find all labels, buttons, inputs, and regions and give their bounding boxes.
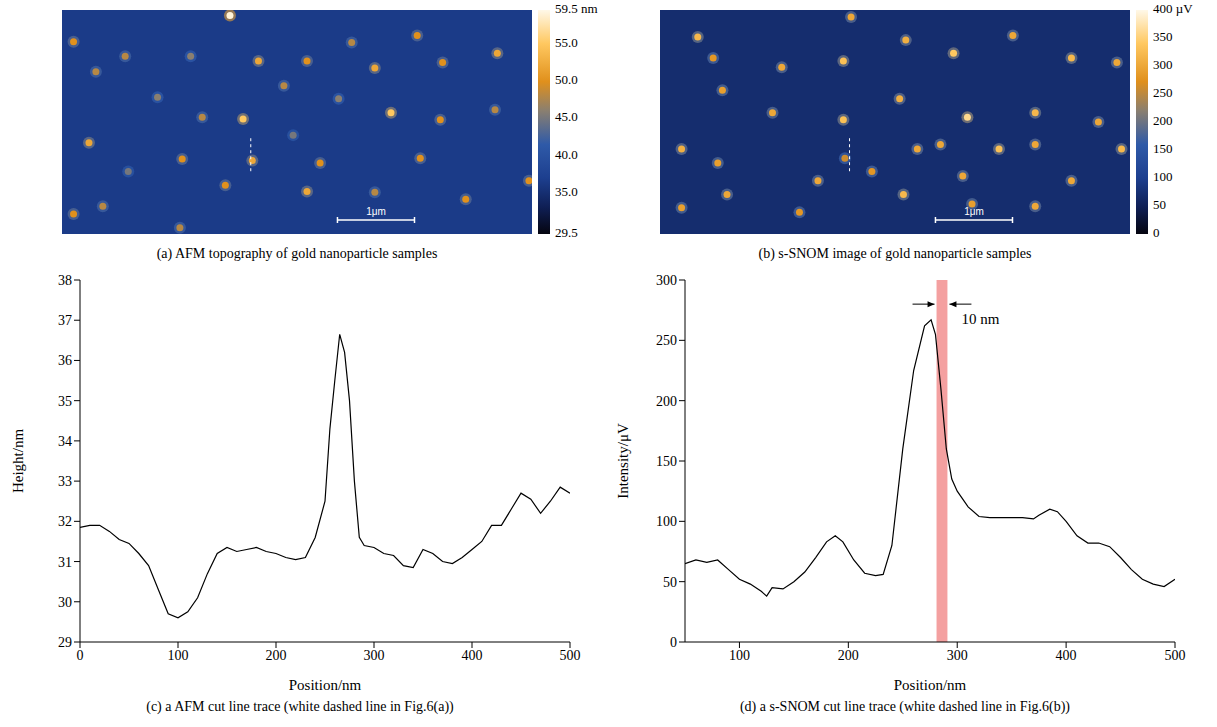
svg-text:40.0: 40.0 [555,147,578,162]
svg-text:(a) AFM topography of gold nan: (a) AFM topography of gold nanoparticle … [157,246,438,262]
svg-text:35: 35 [58,394,72,409]
svg-text:29: 29 [58,635,72,650]
svg-text:500: 500 [560,648,581,663]
svg-text:32: 32 [58,514,72,529]
svg-text:200: 200 [1153,113,1173,128]
svg-text:200: 200 [656,394,677,409]
svg-text:250: 250 [1153,85,1173,100]
svg-text:55.0: 55.0 [555,35,578,50]
svg-text:33: 33 [58,474,72,489]
svg-text:Intensity/μV: Intensity/μV [615,423,631,499]
svg-text:200: 200 [266,648,287,663]
svg-text:50.0: 50.0 [555,72,578,87]
svg-text:Position/nm: Position/nm [894,677,967,693]
svg-text:1μm: 1μm [964,206,984,217]
svg-text:45.0: 45.0 [555,109,578,124]
svg-text:350: 350 [1153,29,1173,44]
svg-text:300: 300 [656,273,677,288]
svg-text:300: 300 [947,648,968,663]
svg-text:34: 34 [58,434,72,449]
svg-text:400: 400 [1056,648,1077,663]
svg-text:200: 200 [838,648,859,663]
svg-text:35.0: 35.0 [555,184,578,199]
svg-text:100: 100 [729,648,750,663]
svg-text:400 µV: 400 µV [1153,1,1193,16]
svg-text:500: 500 [1165,648,1186,663]
svg-text:0: 0 [77,648,84,663]
svg-text:150: 150 [1153,141,1173,156]
svg-text:38: 38 [58,273,72,288]
svg-text:300: 300 [364,648,385,663]
svg-text:31: 31 [58,555,72,570]
html-text:(d) a s-SNOM cut line trace (w: (d) a s-SNOM cut line trace (white dashe… [740,699,1070,714]
svg-text:100: 100 [1153,169,1173,184]
svg-text:100: 100 [168,648,189,663]
svg-text:29.5: 29.5 [555,225,578,240]
svg-text:100: 100 [656,514,677,529]
svg-text:Position/nm: Position/nm [289,677,362,693]
svg-text:10 nm: 10 nm [961,311,999,327]
svg-text:50: 50 [663,575,677,590]
svg-text:400: 400 [462,648,483,663]
svg-text:0: 0 [670,635,677,650]
svg-text:(b) s-SNOM image of gold nanop: (b) s-SNOM image of gold nanoparticle sa… [759,246,1032,262]
svg-text:1μm: 1μm [366,206,386,217]
svg-text:30: 30 [58,595,72,610]
svg-text:37: 37 [58,313,72,328]
svg-text:Height/nm: Height/nm [10,429,26,493]
svg-text:300: 300 [1153,57,1173,72]
svg-text:150: 150 [656,454,677,469]
svg-text:36: 36 [58,353,72,368]
svg-text:250: 250 [656,333,677,348]
svg-text:50: 50 [1153,197,1166,212]
html-text:(c) a AFM cut line trace (whit: (c) a AFM cut line trace (white dashed l… [146,699,454,714]
svg-text:0: 0 [1153,225,1160,240]
svg-text:59.5 nm: 59.5 nm [555,1,598,16]
